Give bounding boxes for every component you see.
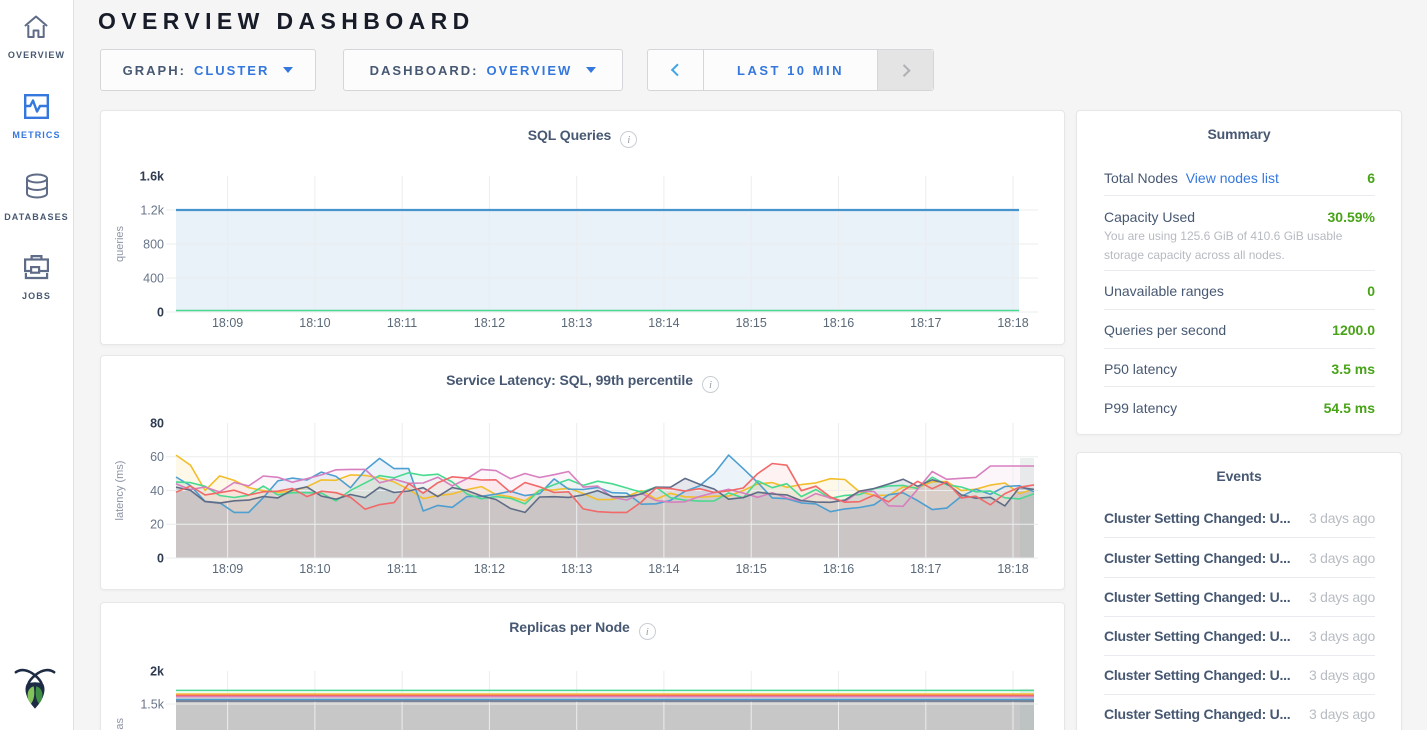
svg-text:18:09: 18:09	[212, 562, 243, 576]
svg-text:18:16: 18:16	[823, 316, 854, 330]
svg-text:20: 20	[150, 518, 164, 532]
svg-text:18:11: 18:11	[387, 316, 417, 330]
svg-text:18:12: 18:12	[474, 562, 505, 576]
svg-text:80: 80	[150, 417, 164, 431]
svg-text:18:17: 18:17	[910, 562, 941, 576]
svg-text:0: 0	[157, 306, 164, 320]
svg-text:18:14: 18:14	[648, 316, 679, 330]
svg-text:18:13: 18:13	[561, 316, 592, 330]
svg-text:800: 800	[143, 238, 164, 252]
svg-text:queries: queries	[114, 225, 126, 262]
svg-text:18:10: 18:10	[299, 316, 330, 330]
svg-text:latency (ms): latency (ms)	[114, 461, 126, 521]
svg-text:18:18: 18:18	[997, 562, 1028, 576]
svg-text:18:13: 18:13	[561, 562, 592, 576]
svg-text:replicas: replicas	[114, 718, 126, 730]
svg-text:400: 400	[143, 272, 164, 286]
svg-text:1.2k: 1.2k	[140, 204, 164, 218]
svg-text:60: 60	[150, 450, 164, 464]
svg-text:18:11: 18:11	[387, 562, 417, 576]
svg-text:18:09: 18:09	[212, 316, 243, 330]
svg-text:0: 0	[157, 552, 164, 566]
svg-text:1.5k: 1.5k	[140, 698, 164, 712]
svg-text:2k: 2k	[150, 665, 164, 679]
svg-text:1.6k: 1.6k	[140, 170, 164, 184]
svg-text:18:10: 18:10	[299, 562, 330, 576]
svg-text:40: 40	[150, 484, 164, 498]
svg-text:18:14: 18:14	[648, 562, 679, 576]
svg-text:18:12: 18:12	[474, 316, 505, 330]
svg-text:18:15: 18:15	[736, 316, 767, 330]
svg-text:18:15: 18:15	[736, 562, 767, 576]
svg-text:18:16: 18:16	[823, 562, 854, 576]
svg-text:18:18: 18:18	[997, 316, 1028, 330]
svg-text:18:17: 18:17	[910, 316, 941, 330]
